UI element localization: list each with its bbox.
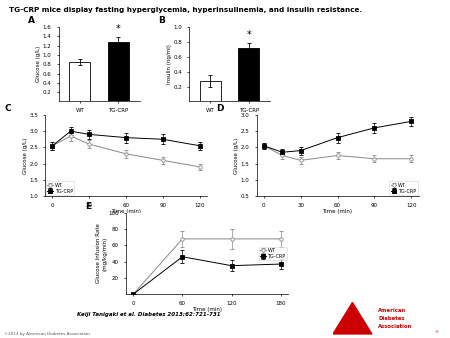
Y-axis label: Glucose Infusion Rate
(mg/kg/min): Glucose Infusion Rate (mg/kg/min): [96, 223, 107, 284]
Bar: [200, 80, 221, 101]
Text: American: American: [378, 308, 406, 313]
X-axis label: Time (min): Time (min): [323, 209, 352, 214]
Legend: WT, TG-CRP: WT, TG-CRP: [389, 182, 418, 195]
Text: TG-CRP mice display fasting hyperglycemia, hyperinsulinemia, and insulin resista: TG-CRP mice display fasting hyperglycemi…: [9, 7, 362, 13]
X-axis label: Time (min): Time (min): [111, 209, 141, 214]
Y-axis label: Glucose (g/L): Glucose (g/L): [23, 137, 28, 174]
X-axis label: Time (min): Time (min): [192, 307, 222, 312]
Text: Diabetes: Diabetes: [378, 316, 405, 321]
Text: ©2013 by American Diabetes Association: ©2013 by American Diabetes Association: [4, 332, 90, 336]
Bar: [238, 48, 259, 101]
Text: *: *: [247, 30, 251, 41]
Text: D: D: [216, 104, 224, 113]
Bar: [108, 42, 129, 101]
Text: B: B: [158, 16, 165, 25]
Y-axis label: Glucose (g/L): Glucose (g/L): [234, 137, 239, 174]
Y-axis label: Insulin (ng/ml): Insulin (ng/ml): [167, 44, 172, 84]
Polygon shape: [333, 303, 372, 334]
Text: *: *: [116, 24, 121, 34]
Bar: [69, 62, 90, 101]
Text: Association: Association: [378, 324, 413, 329]
Legend: WT, TG-CRP: WT, TG-CRP: [46, 182, 74, 195]
Text: E: E: [86, 202, 92, 211]
Text: A: A: [28, 16, 35, 25]
Legend: WT, TG-CRP: WT, TG-CRP: [259, 247, 287, 260]
Y-axis label: Glucose (g/L): Glucose (g/L): [36, 46, 41, 82]
Text: ®: ®: [435, 330, 439, 334]
Text: Keiji Tanigaki et al. Diabetes 2013;62:721-731: Keiji Tanigaki et al. Diabetes 2013;62:7…: [76, 312, 220, 317]
Text: C: C: [4, 104, 11, 113]
